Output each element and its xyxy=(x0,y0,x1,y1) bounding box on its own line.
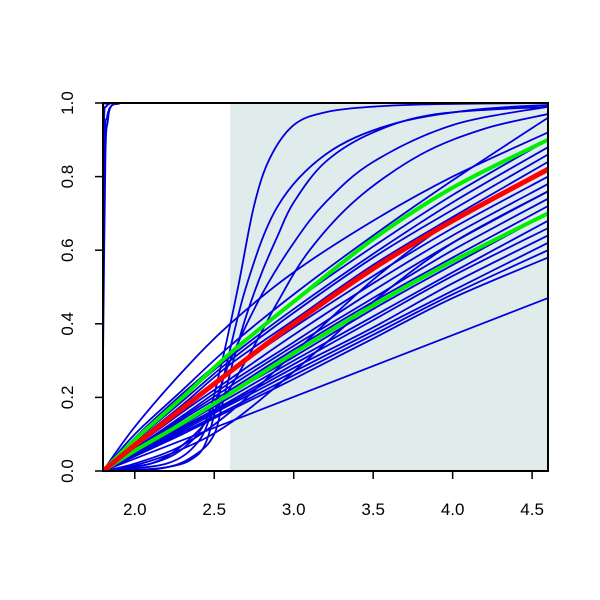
ensemble-line-22 xyxy=(103,234,548,471)
y-tick-label: 0.4 xyxy=(58,312,77,336)
y-tick-label: 0.6 xyxy=(58,238,77,262)
x-tick-label: 2.5 xyxy=(202,500,226,519)
y-tick-label: 0.0 xyxy=(58,459,77,483)
bound-line-2 xyxy=(103,211,548,471)
x-tick-label: 4.0 xyxy=(441,500,465,519)
y-tick-label: 0.2 xyxy=(58,386,77,410)
ensemble-line-9 xyxy=(103,116,548,471)
x-tick-label: 3.5 xyxy=(361,500,385,519)
ensemble-line-8 xyxy=(103,113,548,471)
ensemble-line-27 xyxy=(103,190,548,471)
x-tick-label: 4.5 xyxy=(520,500,544,519)
y-tick-label: 0.8 xyxy=(58,165,77,189)
x-tick-label: 2.0 xyxy=(123,500,147,519)
bound-line-1 xyxy=(103,137,548,471)
shaded-region xyxy=(230,103,548,471)
y-tick-label: 1.0 xyxy=(58,91,77,115)
median-line xyxy=(103,166,548,471)
ensemble-line-2 xyxy=(103,103,548,362)
ensemble-line-7 xyxy=(103,103,548,471)
x-tick-label: 3.0 xyxy=(282,500,306,519)
ensemble-line-6 xyxy=(103,105,548,471)
ensemble-line-29 xyxy=(103,297,548,471)
ensemble-line-28 xyxy=(103,131,548,471)
curves-layer xyxy=(103,103,548,471)
axes-layer: 2.0 2.5 3.0 3.5 4.0 4.5 0.0 0.2 0.4 0.6 0.8 1.0 xyxy=(58,91,549,519)
plot-frame xyxy=(102,102,549,472)
ensemble-line-25 xyxy=(103,256,548,471)
